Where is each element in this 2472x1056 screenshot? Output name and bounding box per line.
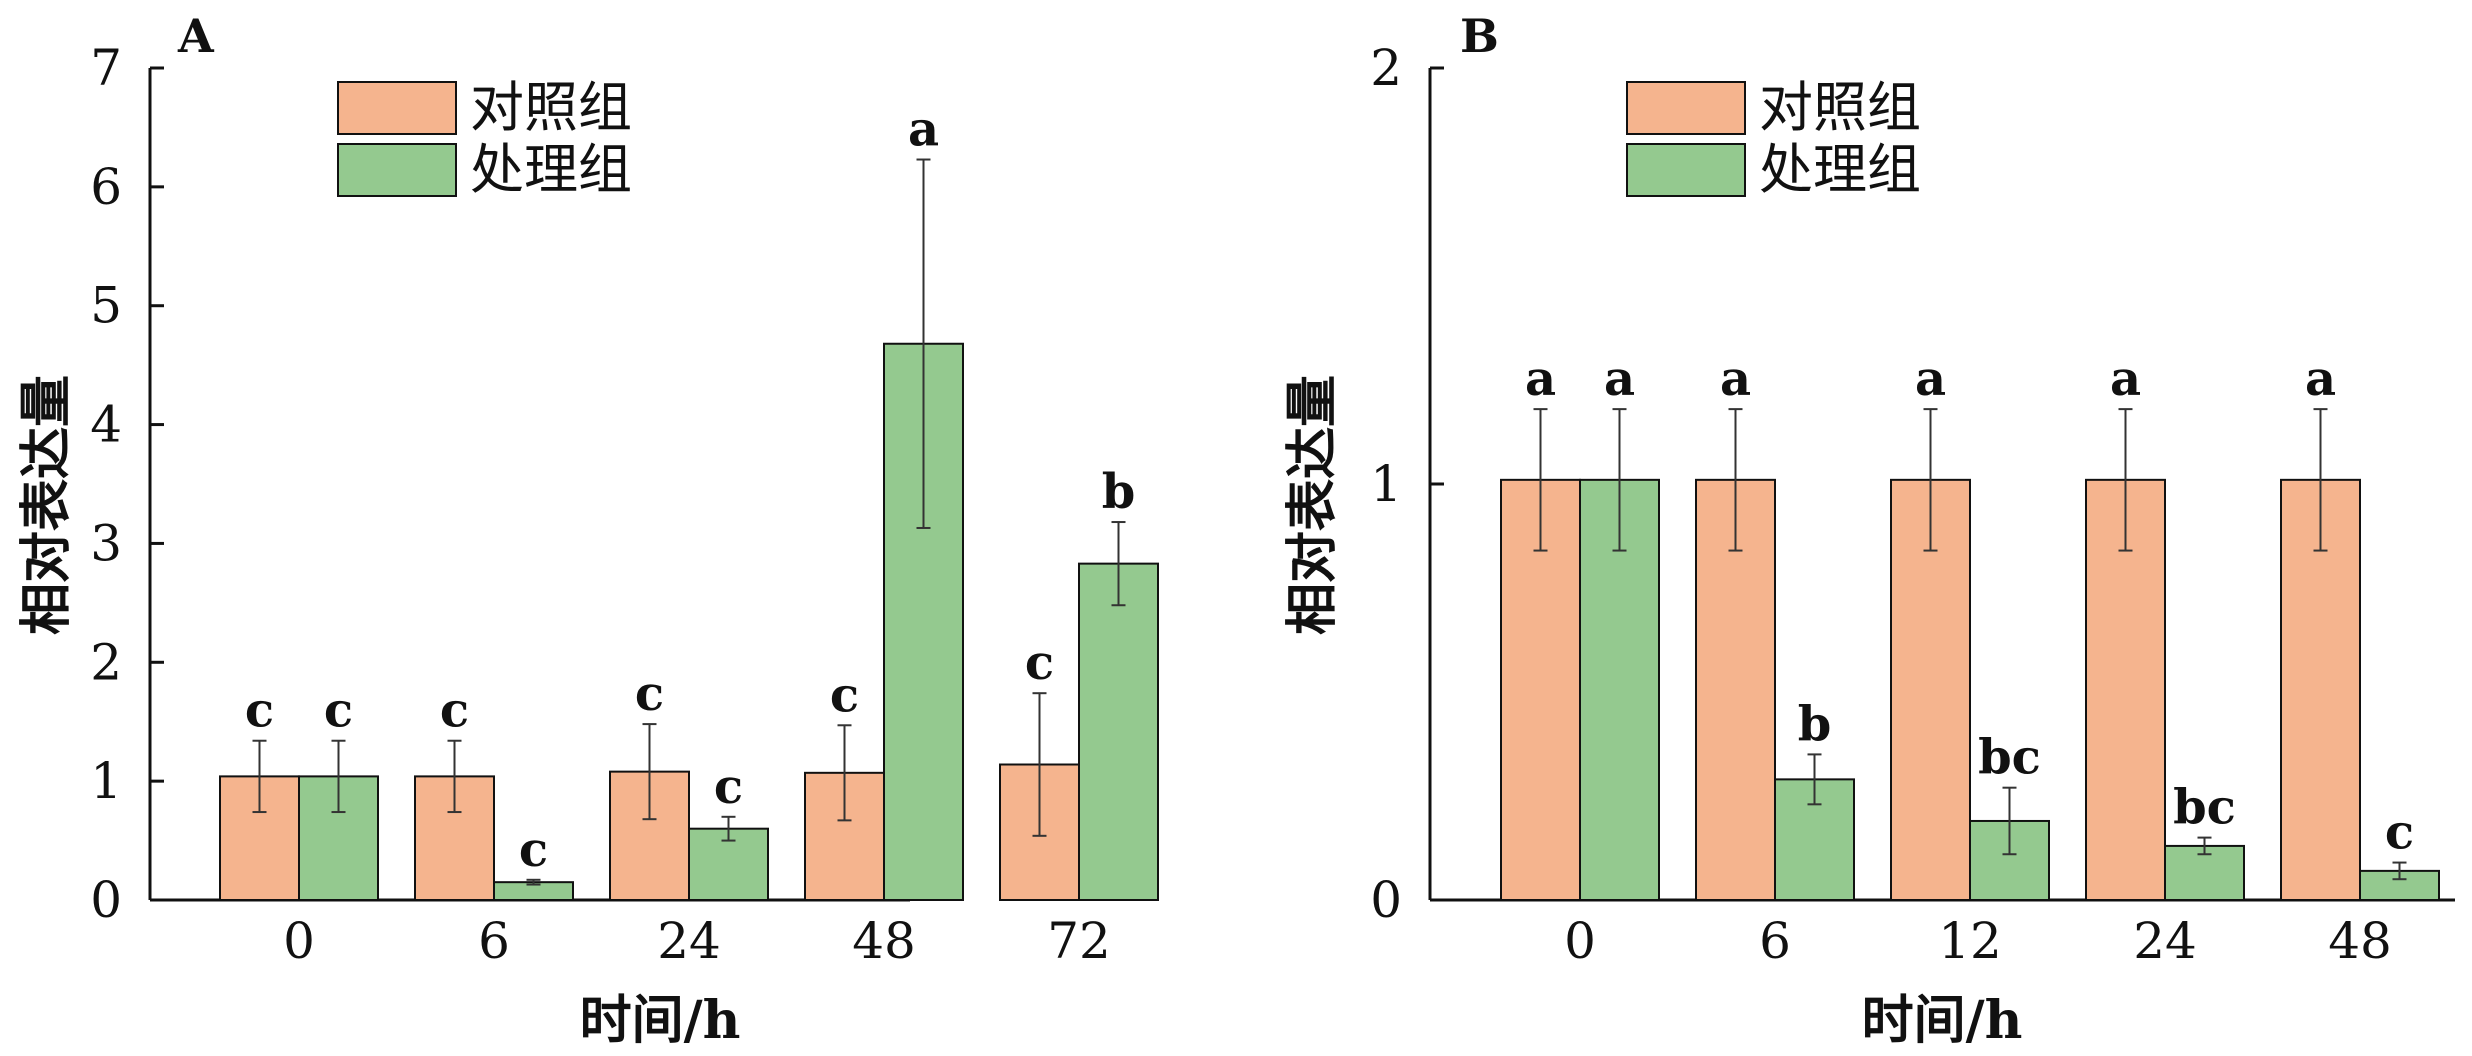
legend-label-treatment: 处理组: [1759, 138, 1921, 201]
panel-a-significance-label: a: [908, 102, 939, 158]
legend-swatch-control: [337, 81, 457, 135]
legend-swatch-control: [1626, 81, 1746, 135]
panel-a-significance-label: c: [245, 683, 274, 739]
panel-b-significance-label: a: [1720, 351, 1751, 407]
panel-a-significance-label: b: [1102, 464, 1136, 520]
panel-a-x-axis-title: 时间/h: [580, 990, 741, 1051]
panel-a-significance-label: c: [635, 666, 664, 722]
panel-b-x-tick-label: 0: [1564, 912, 1596, 970]
panel-b-x-tick-label: 48: [2328, 912, 2392, 970]
panel-a-significance-label: c: [714, 759, 743, 815]
panel-b-legend: 对照组 处理组: [1626, 76, 1921, 201]
panel-b-significance-label: bc: [2173, 780, 2236, 836]
panel-a-y-tick-label: 5: [90, 277, 122, 335]
panel-b-y-tick-label: 1: [1370, 455, 1402, 513]
panel-b-x-tick-label: 24: [2133, 912, 2197, 970]
panel-a-significance-label: c: [830, 667, 859, 723]
panel-b-letter: B: [1460, 9, 1499, 63]
legend-swatch-treatment: [337, 143, 457, 197]
panel-a-y-tick-label: 0: [90, 871, 122, 929]
panel-a-significance-label: c: [324, 683, 353, 739]
panel-b-x-axis-title: 时间/h: [1862, 990, 2023, 1051]
panel-a-y-tick-label: 3: [90, 514, 122, 572]
panel-a-y-tick-label: 2: [90, 633, 122, 691]
panel-b-significance-label: a: [1525, 351, 1556, 407]
panel-a-y-tick-label: 6: [90, 158, 122, 216]
panel-b-significance-label: b: [1798, 696, 1832, 752]
panel-b-bar-treatment: [2164, 844, 2245, 901]
panel-b-x-tick-label: 6: [1759, 912, 1791, 970]
panel-a-legend: 对照组 处理组: [337, 76, 632, 201]
panel-a-significance-label: c: [519, 822, 548, 878]
legend-swatch-treatment: [1626, 143, 1746, 197]
panel-b-significance-label: c: [2385, 805, 2414, 861]
panel-a-y-axis-title: 相对表达量: [16, 375, 77, 635]
panel-a-y-tick-label: 4: [90, 396, 122, 454]
panel-a-significance-label: c: [1025, 635, 1054, 691]
legend-label-control: 对照组: [1759, 76, 1921, 139]
panel-a-significance-label: c: [440, 683, 469, 739]
panel-a-bar-treatment: [1078, 562, 1159, 901]
legend-label-treatment: 处理组: [470, 138, 632, 201]
panel-b-x-tick-label: 12: [1938, 912, 2002, 970]
panel-b-significance-label: bc: [1978, 730, 2041, 786]
panel-b-y-tick-label: 2: [1370, 39, 1402, 97]
panel-b-significance-label: a: [1604, 351, 1635, 407]
panel-b-significance-label: a: [1915, 351, 1946, 407]
panel-a-y-tick-label: 7: [90, 39, 122, 97]
panel-a-x-tick-label: 0: [283, 912, 315, 970]
panel-a-letter: A: [177, 9, 215, 63]
panel-b-y-axis-title: 相对表达量: [1282, 375, 1343, 635]
panel-a-x-tick-label: 6: [478, 912, 510, 970]
panel-b-y-tick-label: 0: [1370, 871, 1402, 929]
panel-b-significance-label: a: [2110, 351, 2141, 407]
panel-b-significance-label: a: [2305, 351, 2336, 407]
panel-b-bar-control: [1500, 478, 1581, 901]
panel-b-bar-treatment: [1774, 778, 1855, 901]
panel-a-y-tick-label: 1: [90, 752, 122, 810]
legend-label-control: 对照组: [470, 76, 632, 139]
panel-a-x-tick-label: 24: [657, 912, 721, 970]
panel-a-x-tick-label: 48: [852, 912, 916, 970]
panel-a-x-tick-label: 72: [1047, 912, 1111, 970]
